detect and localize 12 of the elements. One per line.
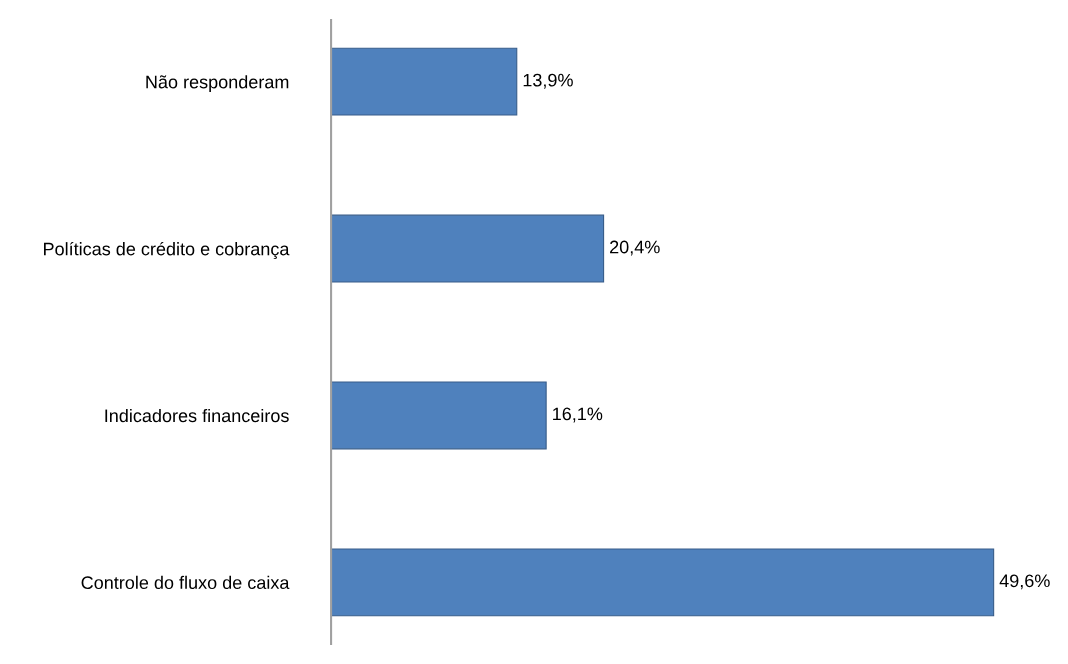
data-label: 16,1% [553, 407, 603, 423]
data-label: 49,6% [999, 574, 1050, 590]
data-label: 20,4% [610, 240, 660, 256]
bar [331, 548, 995, 617]
bar [331, 381, 547, 450]
data-label: 13,9% [523, 73, 573, 89]
bar [331, 214, 605, 283]
y-tick-label: Não responderam [146, 75, 289, 92]
y-tick-label: Indicadores financeiros [105, 408, 289, 423]
y-tick-label: Políticas de crédito e cobrança [44, 241, 290, 260]
bar [331, 47, 518, 116]
y-tick-label: Controle do fluxo de caixa [81, 575, 290, 590]
